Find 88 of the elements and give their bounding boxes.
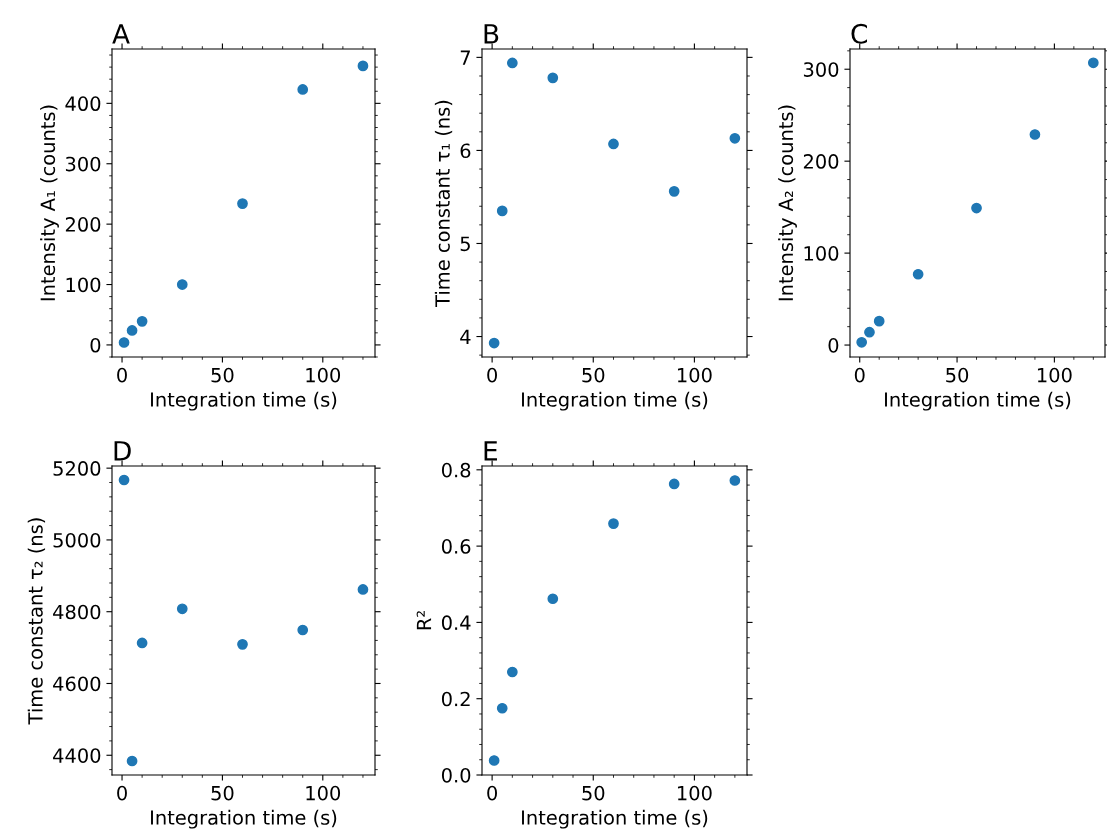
x-axis-title: Integration time (s) — [522, 391, 708, 411]
y-tick-label: 4400 — [53, 748, 101, 763]
y-tick-label: 5200 — [53, 461, 101, 476]
point — [496, 205, 508, 217]
y-tick-label: 200 — [803, 154, 839, 169]
chart-title: B — [484, 24, 499, 44]
x-tick-label: 50 — [582, 367, 605, 383]
y-tick-label: 4 — [460, 329, 471, 344]
y-tick-label: 0 — [90, 337, 101, 353]
x-axis-title: Integration time (s) — [151, 391, 337, 411]
y-tick-label: 7 — [460, 50, 470, 65]
y-tick-label: 200 — [65, 217, 101, 232]
point — [912, 268, 924, 280]
point — [126, 755, 138, 767]
chart-title: D — [114, 441, 131, 461]
chart-title: E — [484, 441, 497, 461]
y-tick-label: 300 — [803, 62, 839, 77]
point — [136, 316, 148, 327]
point — [1029, 129, 1041, 140]
y-axis-title: R² — [416, 611, 432, 630]
point — [136, 637, 148, 649]
y-tick-label: 4600 — [53, 676, 101, 692]
x-tick-label: 0 — [854, 367, 865, 383]
point — [297, 84, 309, 95]
chart-title: C — [851, 23, 867, 44]
point — [729, 475, 741, 486]
point — [496, 702, 508, 714]
point — [729, 132, 741, 144]
x-axis-title: Integration time (s) — [522, 809, 708, 829]
point — [357, 60, 369, 72]
point — [668, 186, 680, 197]
y-tick-label: 5000 — [53, 532, 101, 548]
point — [856, 336, 868, 348]
point — [488, 337, 500, 349]
x-tick-label: 0 — [487, 785, 498, 801]
x-tick-label: 0 — [117, 367, 127, 383]
y-tick-label: 0.2 — [441, 691, 470, 707]
x-tick-label: 0 — [117, 785, 127, 801]
y-axis-title: Time constant τ₁ (ns) — [434, 100, 453, 307]
point — [506, 57, 518, 69]
x-tick-label: 100 — [306, 785, 341, 801]
point — [547, 72, 559, 84]
x-tick-label: 100 — [677, 367, 712, 383]
y-axis-title: Time constant τ₂ (ns) — [27, 518, 46, 725]
x-tick-label: 100 — [1037, 367, 1072, 383]
x-axis-title: Integration time (s) — [151, 809, 337, 829]
chart-title: A — [112, 24, 130, 44]
point — [547, 593, 559, 605]
point — [1087, 57, 1099, 69]
y-tick-label: 6 — [460, 143, 471, 159]
x-tick-label: 50 — [582, 785, 605, 801]
point — [357, 584, 369, 595]
point — [118, 337, 130, 348]
y-tick-label: 0.6 — [441, 539, 471, 554]
y-tick-label: 400 — [65, 96, 101, 112]
y-tick-label: 5 — [460, 236, 470, 252]
x-tick-label: 100 — [306, 367, 341, 383]
x-tick-label: 50 — [946, 367, 969, 383]
y-tick-label: 100 — [804, 246, 839, 261]
point — [176, 603, 188, 615]
x-tick-label: 100 — [677, 785, 712, 801]
y-tick-label: 300 — [65, 156, 101, 172]
point — [297, 624, 309, 636]
point — [971, 202, 982, 214]
y-tick-label: 4800 — [53, 604, 101, 620]
point — [237, 198, 248, 209]
y-tick-label: 100 — [66, 277, 101, 293]
x-tick-label: 0 — [487, 367, 498, 383]
y-axis-title: Intensity A₁ (counts) — [40, 105, 59, 301]
point — [237, 639, 248, 650]
point — [864, 326, 875, 338]
point — [608, 138, 619, 150]
y-tick-label: 0.4 — [441, 615, 471, 631]
y-tick-label: 0 — [828, 338, 839, 353]
point — [126, 325, 138, 336]
point — [668, 478, 680, 490]
point — [608, 518, 619, 529]
x-axis-title: Integration time (s) — [885, 391, 1071, 411]
x-tick-label: 50 — [211, 785, 234, 801]
point — [118, 474, 130, 486]
point — [488, 755, 500, 766]
x-tick-label: 50 — [211, 367, 234, 383]
y-axis-title: Intensity A₂ (counts) — [778, 105, 797, 301]
point — [873, 315, 885, 327]
point — [506, 666, 518, 678]
point — [176, 279, 188, 290]
y-tick-label: 0.8 — [441, 462, 471, 478]
y-tick-label: 0.0 — [441, 767, 471, 783]
